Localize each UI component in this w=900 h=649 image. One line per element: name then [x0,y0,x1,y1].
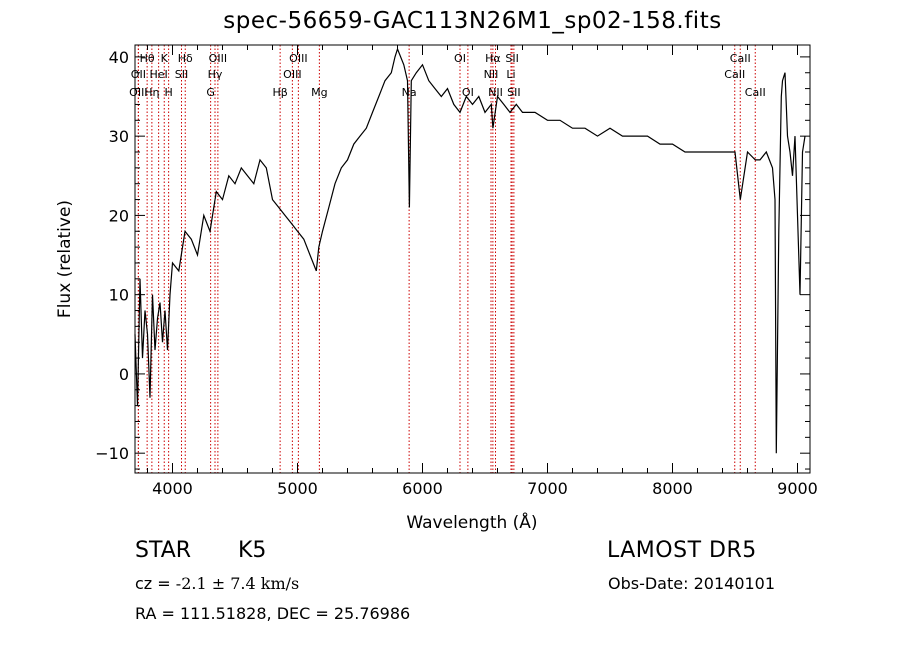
chart-title: spec-56659-GAC113N26M1_sp02-158.fits [223,8,722,34]
line-marker-label: K [161,52,169,65]
y-tick-label: 10 [109,286,129,305]
line-marker-label: OIII [129,86,147,99]
coordinates: RA = 111.51828, DEC = 25.76986 [135,604,411,623]
cz-plusminus: ± [211,574,226,593]
x-tick-label: 4000 [152,479,193,498]
line-marker-label: SII [175,68,188,81]
spectrum-line [134,47,806,454]
line-marker-label: NII [484,68,499,81]
y-tick-label: 40 [109,48,129,67]
x-tick-label: 9000 [777,479,818,498]
line-marker-label: OII [131,68,146,81]
x-tick-label: 5000 [277,479,318,498]
line-marker-label: Hδ [178,52,193,65]
y-tick-label: 0 [119,365,129,384]
cz-label: cz = [135,574,171,593]
line-marker-label: OIII [289,52,307,65]
line-marker-label: H [164,86,172,99]
x-tick-label: 8000 [652,479,693,498]
line-marker-label: Hη [144,86,159,99]
y-tick-label: 20 [109,206,129,225]
line-marker-label: Hγ [208,68,223,81]
line-marker-label: CaII [745,86,766,99]
x-axis-label: Wavelength (Å) [406,511,537,533]
cz-value: -2.1 [175,574,207,593]
cz-error: 7.4 [230,574,256,593]
line-marker-labels: Hθ K Hδ OIII OIII OI Hα SII CaII OII HeI SII Hγ OIII N… [129,52,766,99]
line-marker-label: CaII [730,52,751,65]
redshift-velocity: cz = -2.1 ± 7.4 km/s [135,574,299,593]
line-marker-label: OIII [283,68,301,81]
line-marker-label: SII [505,52,518,65]
line-marker-label: Hθ [140,52,155,65]
line-marker-label: HeI [149,68,167,81]
line-marker-label: Hα [485,52,501,65]
line-marker-label: NII [488,86,503,99]
cz-unit: km/s [260,574,300,593]
line-marker-label: Li [506,68,515,81]
x-tick-label: 6000 [402,479,443,498]
line-marker-label: CaII [724,68,745,81]
y-tick-label: −10 [95,444,129,463]
line-marker-label: Na [402,86,417,99]
line-marker-label: OI [462,86,474,99]
x-tick-label: 7000 [527,479,568,498]
line-marker-label: Mg [311,86,327,99]
line-markers [137,45,756,473]
line-marker-label: SII [507,86,520,99]
y-axis-label: Flux (relative) [55,200,75,318]
line-marker-label: OI [454,52,466,65]
axis-ticks: 4000 5000 6000 7000 8000 9000 −10 0 10 20 30 40 [95,45,818,498]
line-marker-label: G [206,86,215,99]
object-subclass: K5 [238,538,267,563]
obs-date-value: 20140101 [693,574,776,593]
obs-date-label: Obs-Date: [608,574,689,593]
y-tick-label: 30 [109,127,129,146]
plot-frame [134,44,811,474]
survey-name: LAMOST DR5 [607,538,757,563]
object-class: STAR [135,538,192,563]
observation-date: Obs-Date: 20140101 [608,574,775,593]
line-marker-label: Hβ [272,86,287,99]
line-marker-label: OIII [209,52,227,65]
